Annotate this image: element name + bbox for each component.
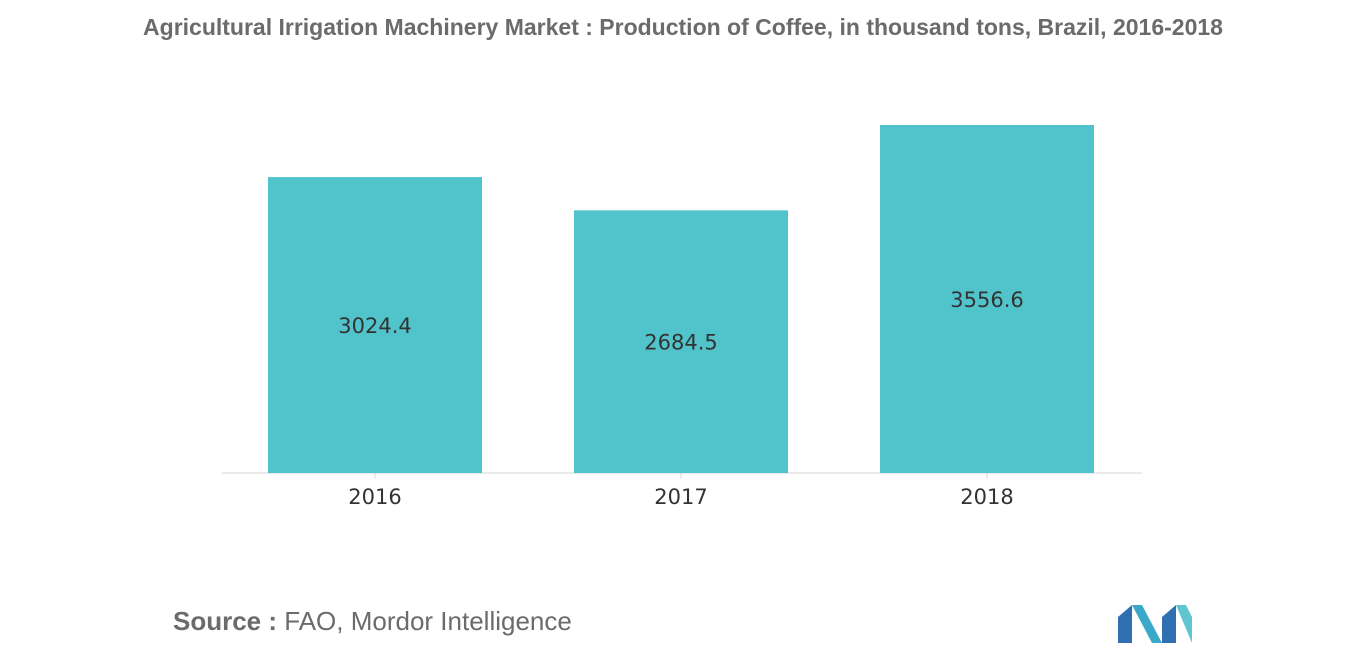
source-note: Source : FAO, Mordor Intelligence [173,606,572,637]
bar-2017 [574,210,788,473]
data-label-2016: 3024.4 [338,314,411,338]
chart-title: Agricultural Irrigation Machinery Market… [143,14,1223,40]
bar-2018 [880,125,1094,473]
x-tick-label-2016: 2016 [348,485,401,509]
x-tick-label-2017: 2017 [654,485,707,509]
source-label: Source : [173,606,278,636]
source-text: FAO, Mordor Intelligence [284,606,572,636]
bar-2016 [268,177,482,473]
mordor-intelligence-logo-icon [1118,605,1192,643]
bar-chart: 3024.4 2016 2684.5 2017 3556.6 2018 [222,125,1142,509]
data-label-2018: 3556.6 [950,288,1023,312]
data-label-2017: 2684.5 [644,331,717,355]
x-tick-label-2018: 2018 [960,485,1013,509]
